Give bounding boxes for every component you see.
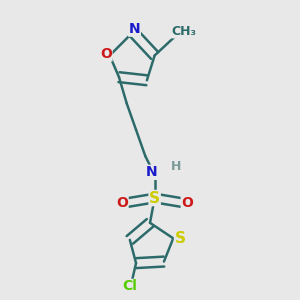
Text: S: S xyxy=(175,231,186,246)
Text: S: S xyxy=(149,190,160,206)
Text: N: N xyxy=(129,22,140,36)
Text: Cl: Cl xyxy=(122,279,137,293)
Text: O: O xyxy=(100,47,112,61)
Text: O: O xyxy=(116,196,128,210)
Text: N: N xyxy=(146,165,158,179)
Text: H: H xyxy=(171,160,182,172)
Text: CH₃: CH₃ xyxy=(171,25,196,38)
Text: O: O xyxy=(181,196,193,210)
